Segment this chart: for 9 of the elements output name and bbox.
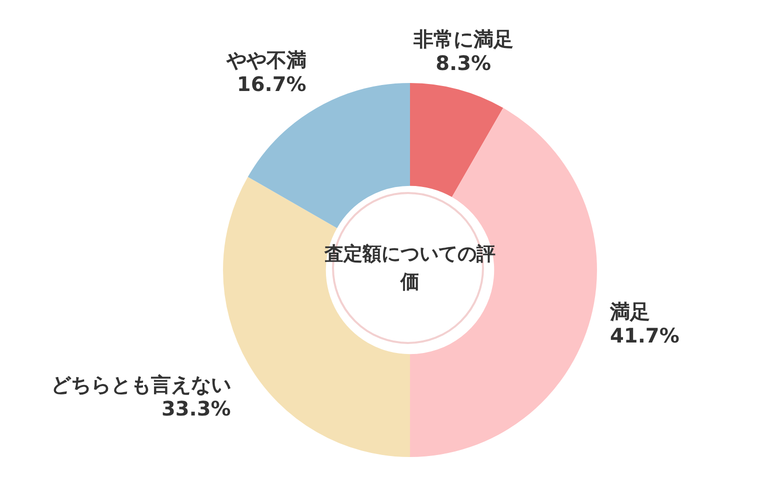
data-label: 41.7% (610, 323, 680, 348)
slice-label: 満足 (609, 299, 650, 324)
slice-label: 非常に満足 (412, 26, 514, 51)
data-label: 33.3% (161, 396, 231, 421)
slice-label: やや不満 (225, 48, 306, 72)
slice-label: どちらとも言えない (50, 372, 231, 397)
data-label: 8.3% (436, 50, 492, 75)
data-label: 16.7% (236, 72, 306, 96)
text: 査定額についての評価 (323, 242, 496, 295)
